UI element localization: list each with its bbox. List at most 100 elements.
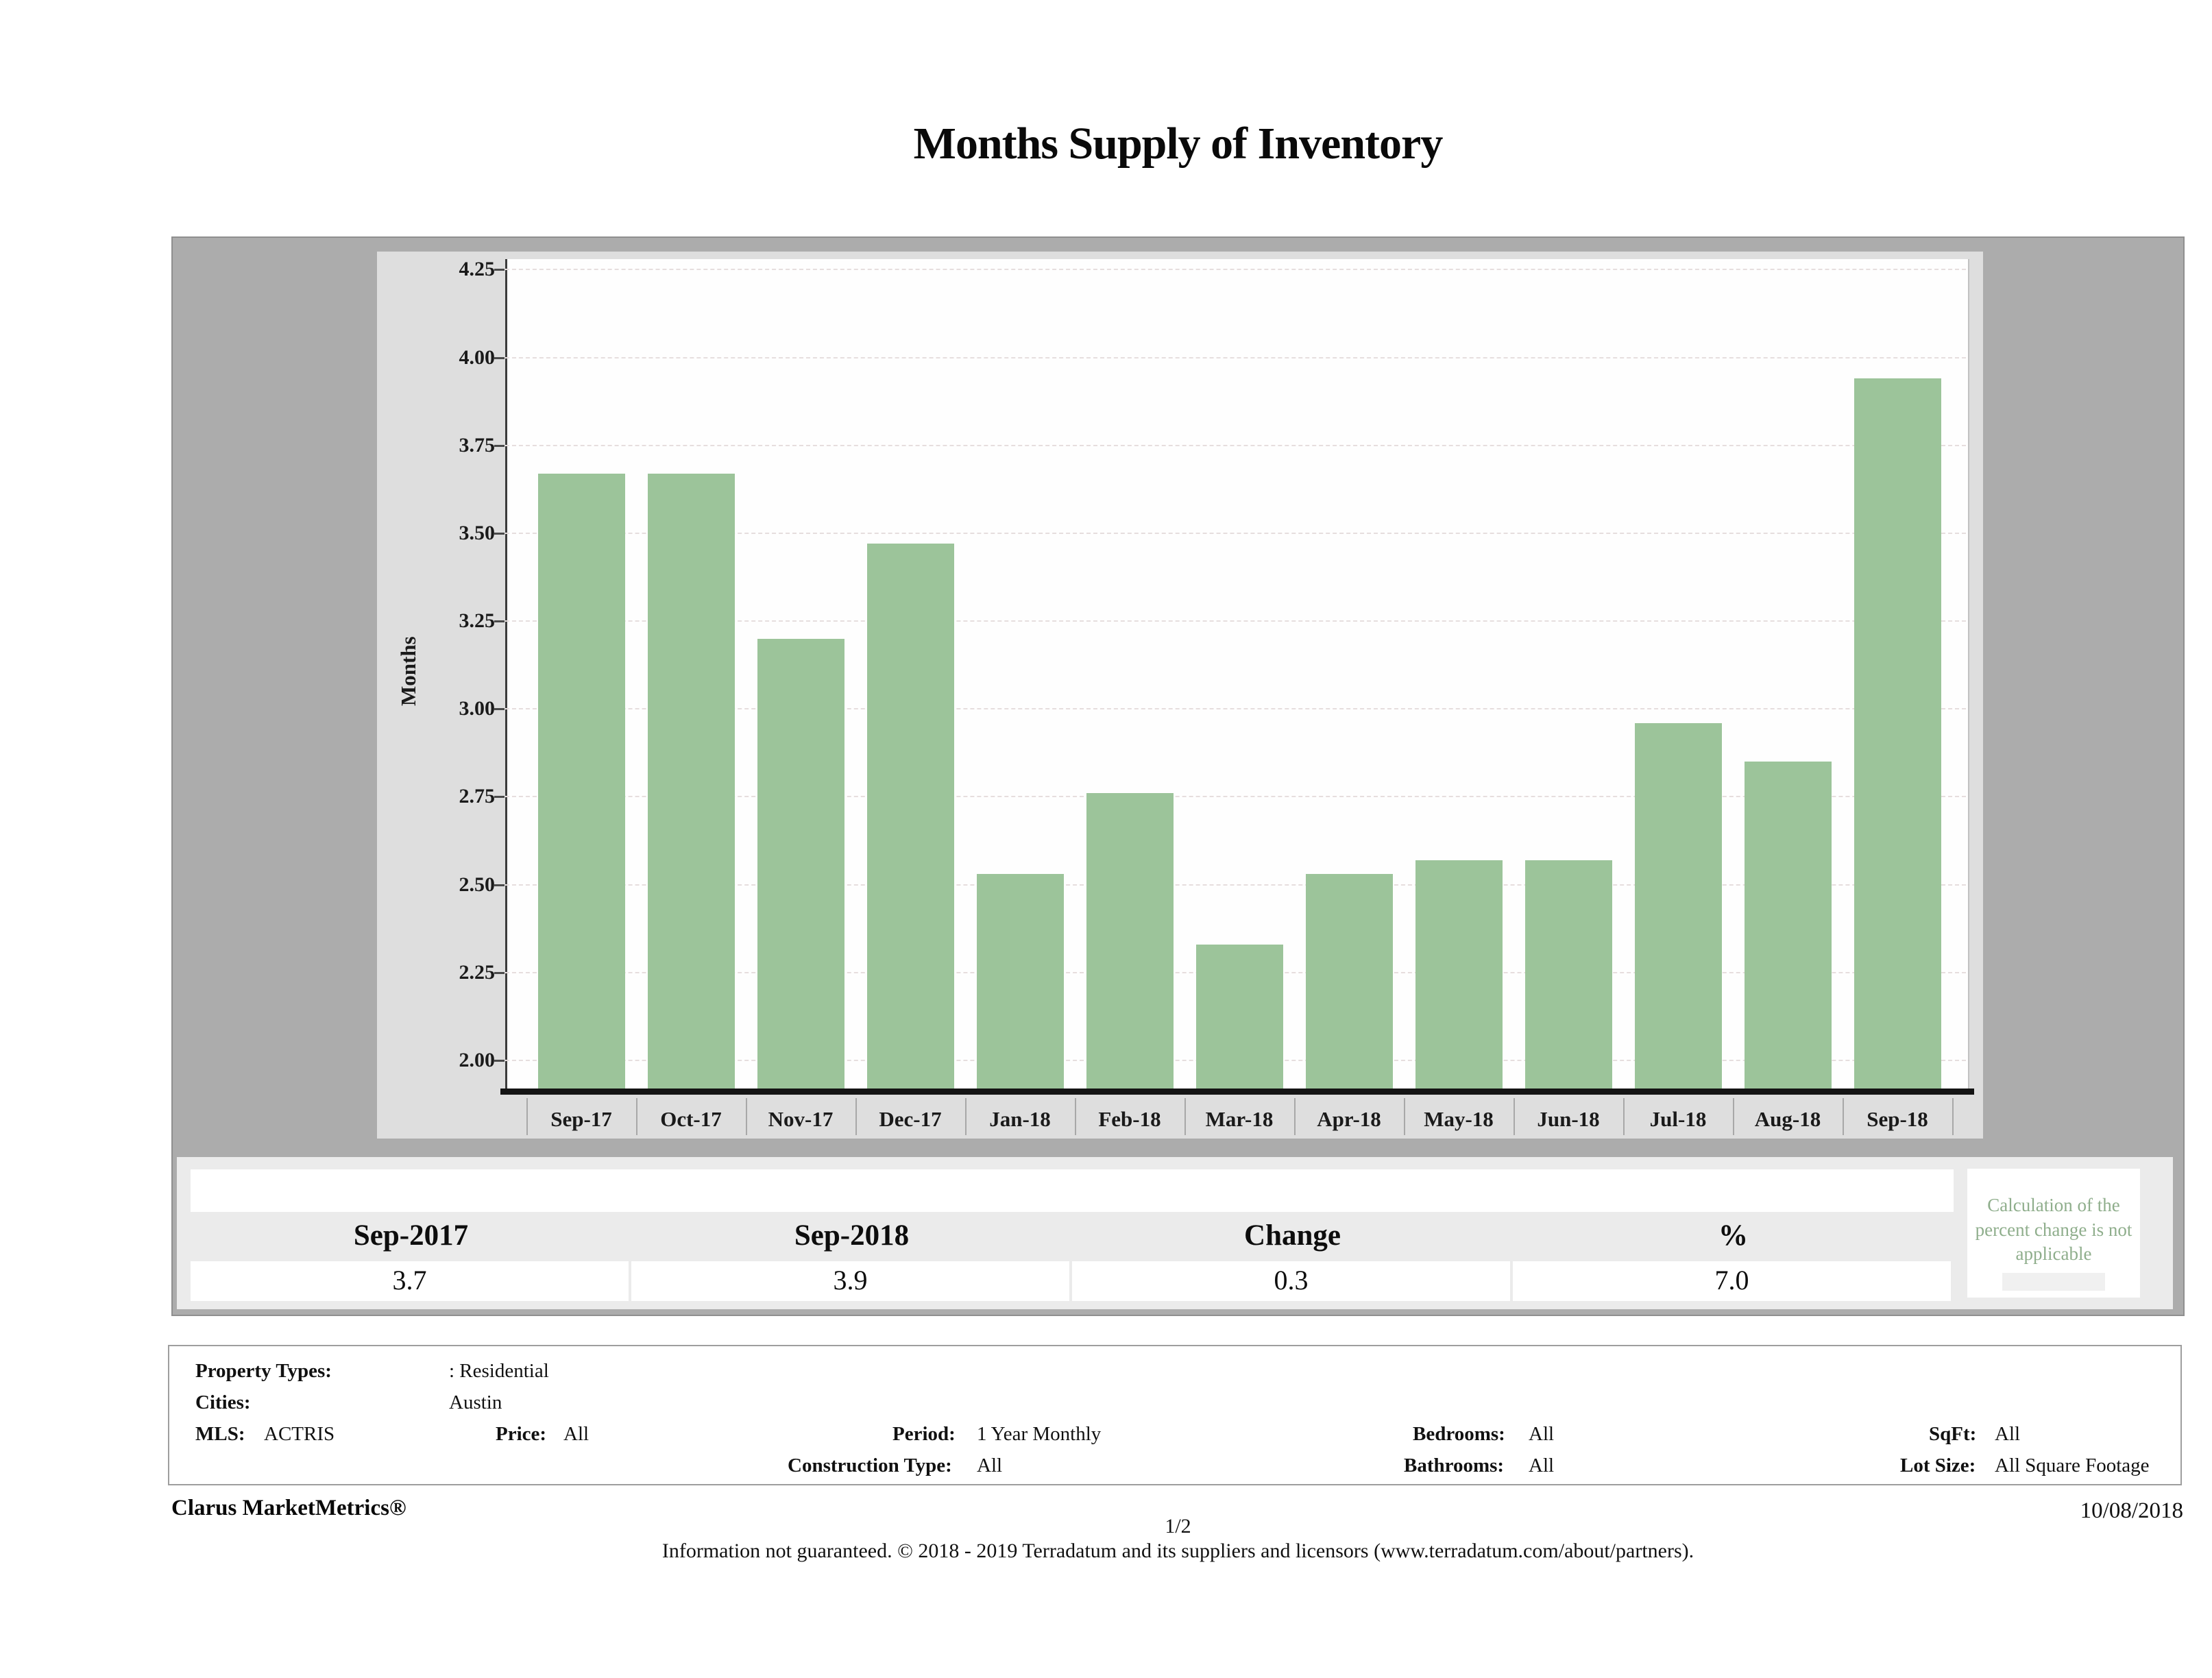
price-label: Price: xyxy=(496,1423,547,1445)
summary-header-cell: Sep-2017 xyxy=(353,1219,469,1252)
bedrooms-label: Bedrooms: xyxy=(1413,1423,1505,1445)
x-tick-separator xyxy=(636,1098,637,1135)
mls-label: MLS: xyxy=(195,1423,245,1445)
y-tick-mark xyxy=(494,1059,505,1062)
summary-header-cell: Change xyxy=(1244,1219,1341,1252)
bathrooms-value: All xyxy=(1529,1455,1555,1476)
price-value: All xyxy=(563,1423,590,1445)
construction-type-label: Construction Type: xyxy=(788,1455,952,1476)
report-date: 10/08/2018 xyxy=(2080,1498,2183,1523)
disclaimer: Information not guaranteed. © 2018 - 201… xyxy=(661,1540,1694,1562)
bar-Oct-17 xyxy=(647,473,735,1089)
x-tick-separator xyxy=(1294,1098,1296,1135)
x-tick-label: Oct-17 xyxy=(660,1107,722,1131)
percent-change-note-text: Calculation of the percent change is not… xyxy=(1975,1195,2132,1265)
sqft-label: SqFt: xyxy=(1929,1423,1977,1445)
bar-Nov-17 xyxy=(757,638,844,1089)
filters-row-construction-bath-lot: Construction Type: All Bathrooms: All Lo… xyxy=(168,1455,2182,1482)
y-tick-mark xyxy=(494,971,505,974)
y-tick-label: 2.50 xyxy=(459,873,496,896)
x-tick-label: Apr-18 xyxy=(1317,1107,1381,1131)
x-axis-line xyxy=(500,1089,1974,1095)
x-tick-label: Feb-18 xyxy=(1098,1107,1161,1131)
bar-Mar-18 xyxy=(1195,944,1283,1089)
sqft-value: All xyxy=(1995,1423,2021,1445)
brand-name: Clarus MarketMetrics® xyxy=(171,1496,406,1520)
y-tick-label: 3.25 xyxy=(459,609,496,633)
gridline xyxy=(505,708,1966,710)
summary-header-cell: Sep-2018 xyxy=(794,1219,910,1252)
gridline xyxy=(505,532,1966,534)
summary-value-cell: 3.9 xyxy=(631,1261,1069,1301)
bar-May-18 xyxy=(1415,860,1503,1089)
property-types-label: Property Types: xyxy=(195,1360,332,1382)
bar-Sep-18 xyxy=(1854,378,1941,1089)
gridline xyxy=(505,620,1966,622)
cities-label: Cities: xyxy=(195,1391,251,1413)
x-tick-separator xyxy=(526,1098,528,1135)
x-tick-separator xyxy=(965,1098,967,1135)
gridline xyxy=(505,269,1966,271)
y-tick-mark xyxy=(494,708,505,711)
bar-Apr-18 xyxy=(1305,874,1393,1089)
y-tick-label: 4.00 xyxy=(459,345,496,369)
y-tick-mark xyxy=(494,796,505,799)
x-tick-label: Jun-18 xyxy=(1537,1107,1600,1131)
y-tick-mark xyxy=(494,444,505,447)
x-tick-label: Dec-17 xyxy=(879,1107,942,1131)
bar-Feb-18 xyxy=(1086,793,1174,1089)
x-tick-label: Sep-18 xyxy=(1867,1107,1928,1131)
period-value: 1 Year Monthly xyxy=(977,1423,1102,1445)
x-tick-separator xyxy=(1184,1098,1186,1135)
x-tick-separator xyxy=(855,1098,857,1135)
x-tick-label: Jul-18 xyxy=(1649,1107,1707,1131)
bar-Jun-18 xyxy=(1524,860,1612,1089)
filters-row-mls-price-period: MLS: ACTRIS Price: All Period: 1 Year Mo… xyxy=(168,1423,2182,1450)
x-tick-separator xyxy=(1843,1098,1844,1135)
x-tick-separator xyxy=(1733,1098,1734,1135)
y-tick-mark xyxy=(494,884,505,886)
y-tick-mark xyxy=(494,532,505,535)
mls-value: ACTRIS xyxy=(264,1423,335,1445)
x-tick-separator xyxy=(746,1098,747,1135)
y-tick-label: 2.75 xyxy=(459,785,496,808)
x-tick-separator xyxy=(1404,1098,1405,1135)
note-disabled-button xyxy=(2002,1273,2105,1291)
x-tick-label: May-18 xyxy=(1424,1107,1494,1131)
y-tick-label: 3.75 xyxy=(459,433,496,457)
x-tick-separator xyxy=(1514,1098,1515,1135)
x-tick-label: Nov-17 xyxy=(768,1107,834,1131)
y-tick-label: 2.25 xyxy=(459,960,496,984)
summary-value-cell: 7.0 xyxy=(1513,1261,1951,1301)
x-tick-label: Mar-18 xyxy=(1205,1107,1274,1131)
bathrooms-label: Bathrooms: xyxy=(1404,1455,1505,1476)
y-tick-mark xyxy=(494,269,505,271)
y-tick-label: 3.00 xyxy=(459,697,496,720)
filters-row-cities: Cities: Austin xyxy=(168,1391,2182,1419)
bar-Sep-17 xyxy=(537,473,625,1089)
y-axis-title: Months xyxy=(396,636,420,706)
x-tick-label: Sep-17 xyxy=(550,1107,612,1131)
gridline xyxy=(505,444,1966,446)
summary-value-cell: 3.7 xyxy=(191,1261,629,1301)
filters-box xyxy=(168,1345,2182,1485)
bar-Jul-18 xyxy=(1634,722,1722,1089)
lot-size-value: All Square Footage xyxy=(1995,1455,2150,1476)
lot-size-label: Lot Size: xyxy=(1900,1455,1976,1476)
cities-value: Austin xyxy=(449,1391,502,1413)
bar-Jan-18 xyxy=(976,874,1064,1089)
bar-Dec-17 xyxy=(866,544,954,1089)
summary-value-cell: 0.3 xyxy=(1072,1261,1510,1301)
filters-row-property-types: Property Types: : Residential xyxy=(168,1360,2182,1387)
bar-Aug-18 xyxy=(1744,762,1832,1089)
x-tick-separator xyxy=(1623,1098,1625,1135)
y-tick-label: 4.25 xyxy=(459,258,496,281)
x-tick-separator xyxy=(1075,1098,1076,1135)
summary-header-cell: % xyxy=(1718,1219,1748,1252)
summary-empty-row xyxy=(191,1169,1954,1212)
x-tick-label: Aug-18 xyxy=(1754,1107,1821,1131)
gridline xyxy=(505,884,1966,886)
percent-change-note-box: Calculation of the percent change is not… xyxy=(1967,1169,2140,1298)
gridline xyxy=(505,356,1966,358)
y-tick-label: 3.50 xyxy=(459,521,496,544)
